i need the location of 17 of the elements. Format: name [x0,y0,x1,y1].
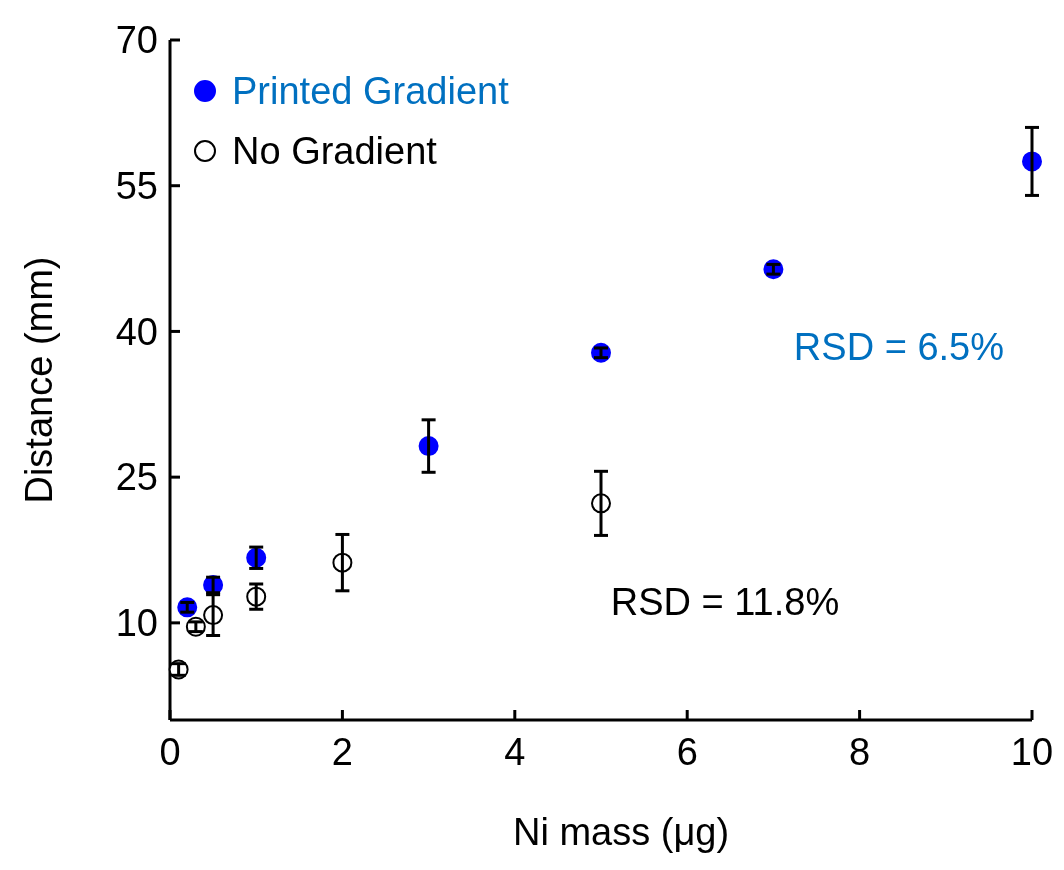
annotation: RSD = 11.8% [610,581,840,623]
legend-label: Printed Gradient [232,70,510,113]
x-tick-label: 6 [676,731,698,773]
y-tick-label: 25 [115,456,158,499]
y-tick-label: 40 [115,310,158,353]
annotation: RSD = 6.5% [793,326,1004,368]
y-axis-title: Distance (mm) [18,256,60,504]
x-tick-label: 4 [504,731,526,773]
x-tick-label: 0 [159,731,181,773]
y-tick-label: 55 [115,165,158,208]
y-tick-label: 10 [115,602,158,645]
y-tick-label: 70 [115,19,158,62]
x-tick-label: 8 [849,731,871,773]
legend-label: No Gradient [232,130,438,173]
x-tick-label: 10 [1010,731,1054,773]
x-tick-label: 2 [331,731,353,773]
x-axis-title: Ni mass (μg) [512,811,730,853]
